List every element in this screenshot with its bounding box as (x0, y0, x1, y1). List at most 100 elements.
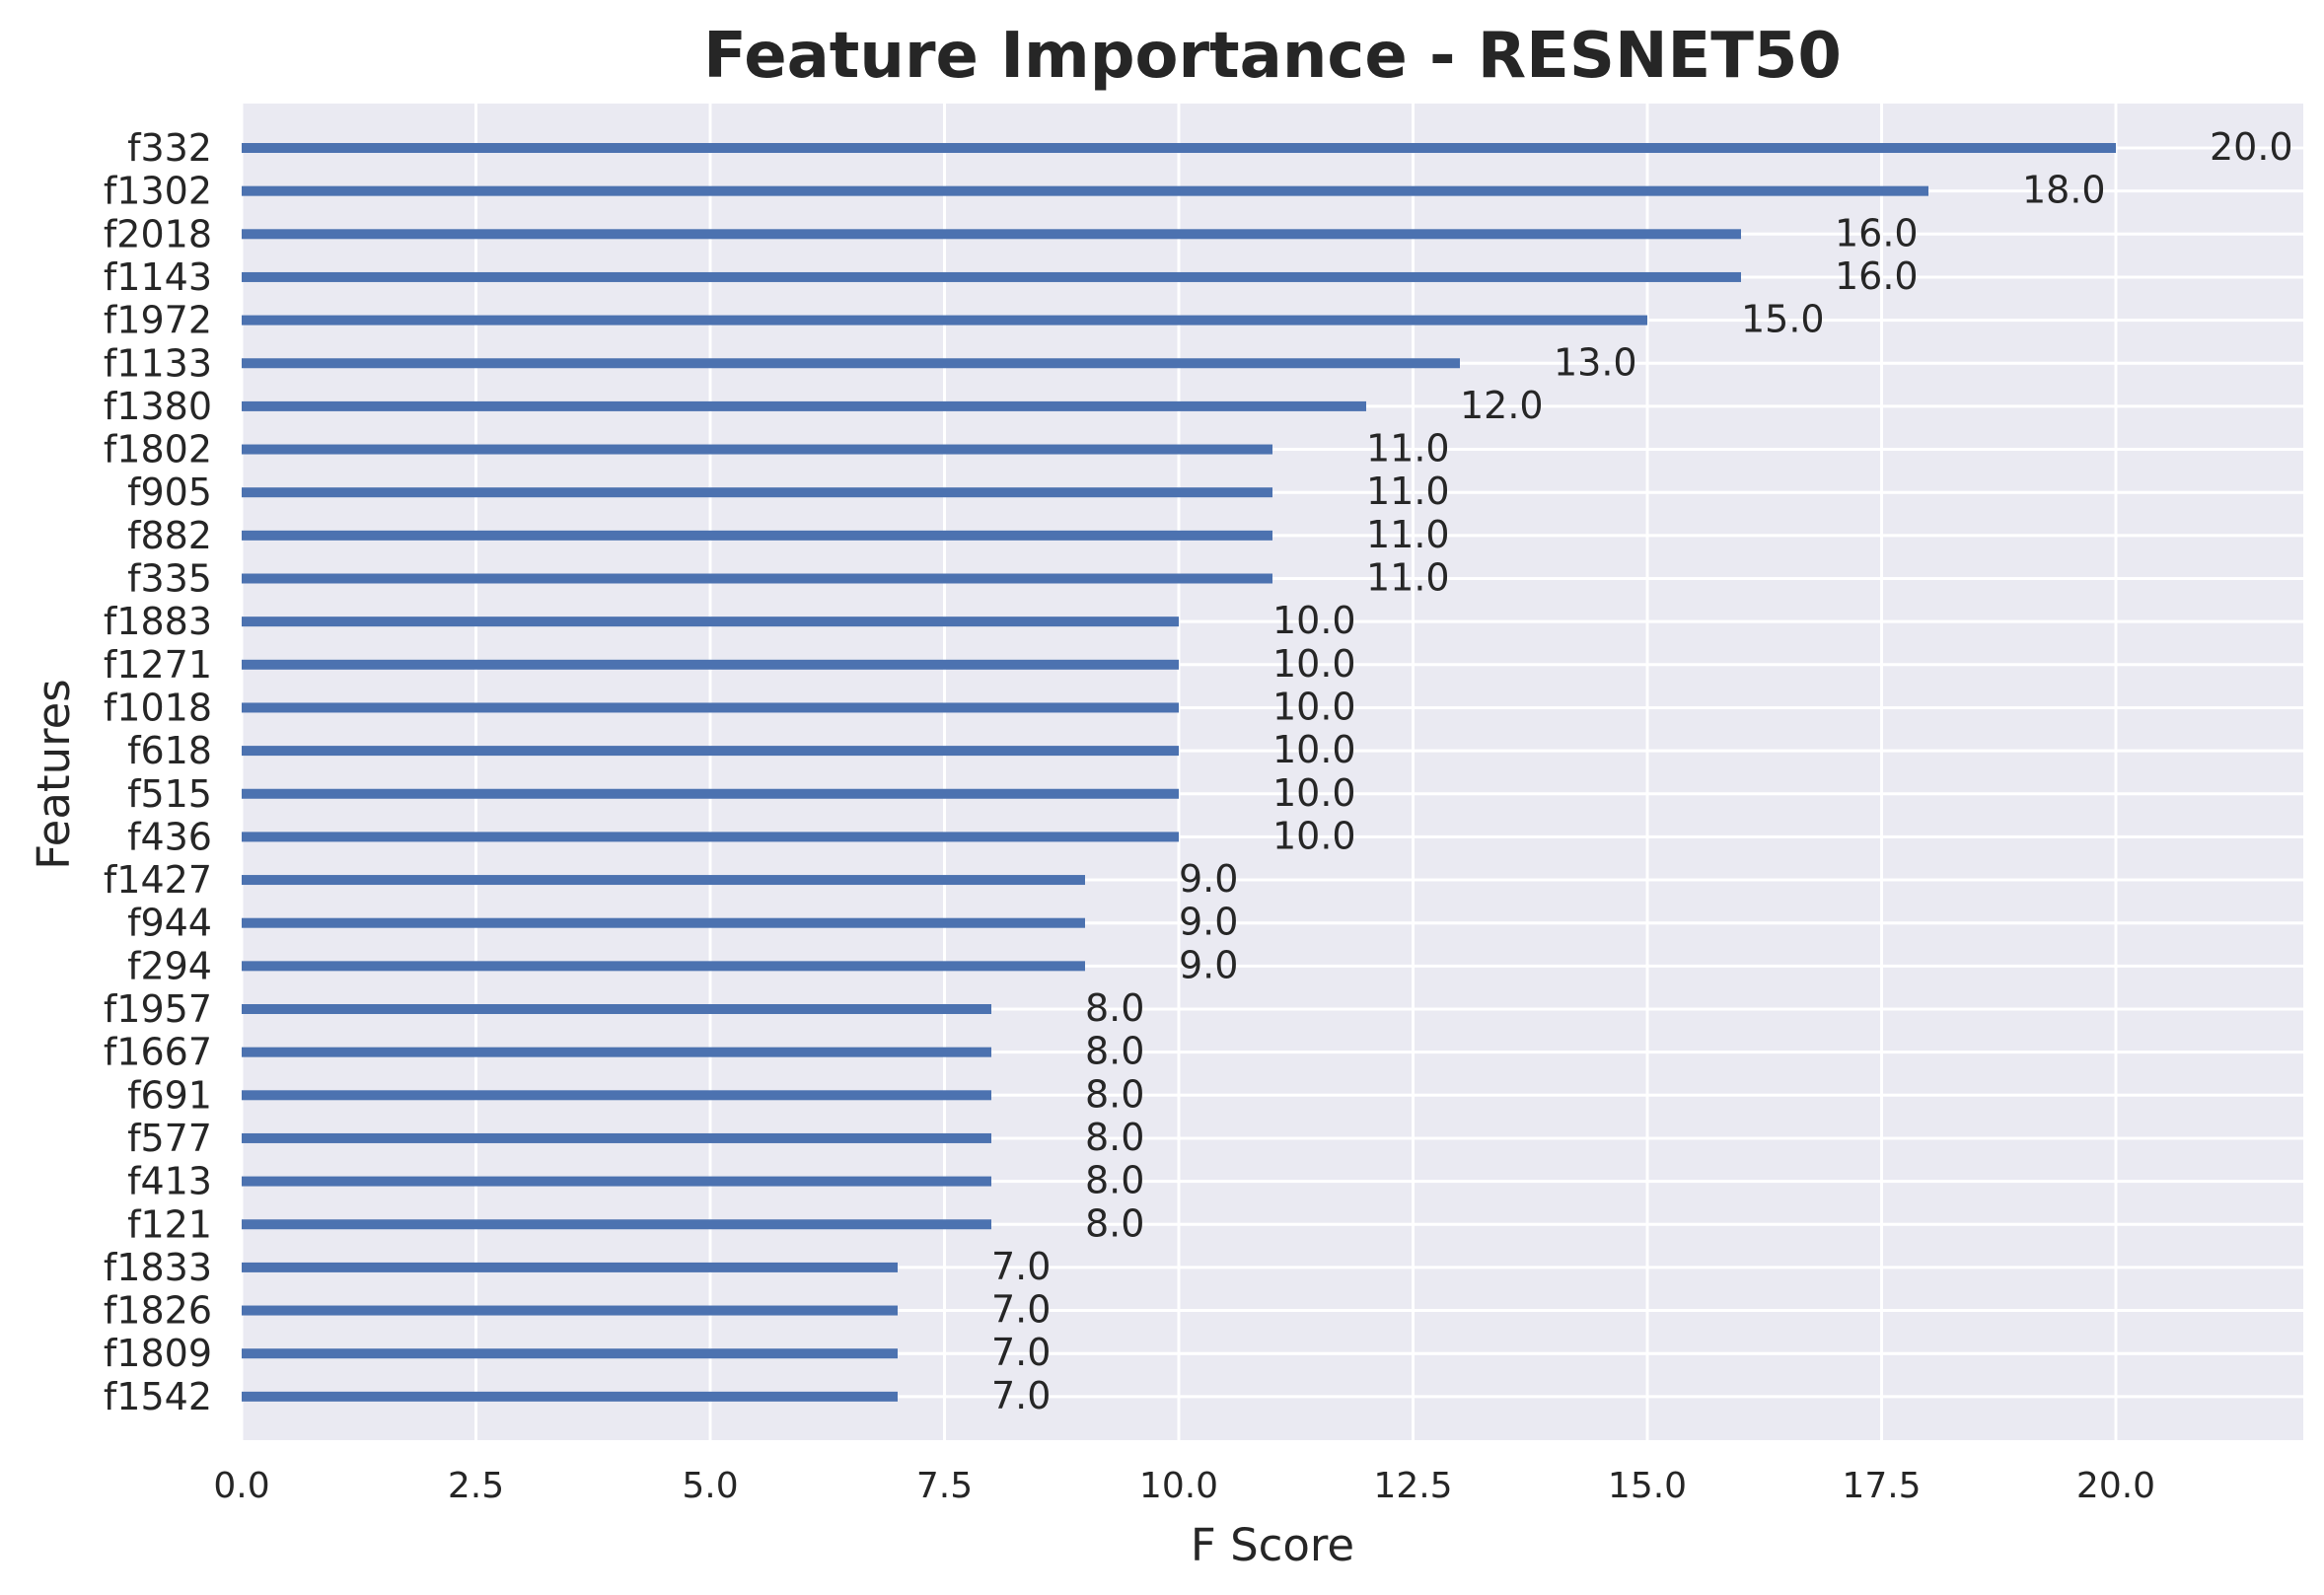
data-label-f1143: 16.0 (1835, 254, 1919, 298)
x-tick-label: 7.5 (916, 1466, 973, 1506)
category-label-f1271: f1271 (104, 643, 212, 687)
bar-f618 (242, 746, 1179, 757)
bar-f882 (242, 530, 1272, 541)
data-label-f1271: 10.0 (1272, 642, 1356, 686)
x-tick-label: 2.5 (448, 1466, 504, 1506)
x-tick-label: 15.0 (1608, 1466, 1687, 1506)
bar-f1018 (242, 702, 1179, 713)
bar-f1380 (242, 400, 1366, 411)
bar-f121 (242, 1219, 991, 1230)
data-label-f1957: 8.0 (1085, 986, 1144, 1030)
category-label-f1883: f1883 (104, 600, 212, 643)
category-label-f1667: f1667 (104, 1031, 212, 1074)
category-label-f1302: f1302 (104, 170, 212, 213)
data-label-f1826: 7.0 (991, 1288, 1051, 1332)
category-label-f1972: f1972 (104, 299, 212, 342)
category-label-f882: f882 (127, 514, 212, 557)
category-label-f515: f515 (127, 772, 212, 816)
bar-f1972 (242, 315, 1647, 326)
category-label-f1143: f1143 (104, 255, 212, 299)
data-label-f413: 8.0 (1085, 1159, 1144, 1202)
category-label-f1380: f1380 (104, 385, 212, 428)
bar-f577 (242, 1132, 991, 1143)
category-label-f905: f905 (127, 471, 212, 514)
bar-f1133 (242, 358, 1460, 369)
data-label-f1833: 7.0 (991, 1245, 1051, 1288)
data-label-f2018: 16.0 (1835, 211, 1919, 254)
data-label-f1018: 10.0 (1272, 685, 1356, 728)
category-label-f1542: f1542 (104, 1375, 212, 1418)
data-label-f1809: 7.0 (991, 1331, 1051, 1374)
data-label-f618: 10.0 (1272, 728, 1356, 771)
bar-f1667 (242, 1047, 991, 1057)
data-label-f1302: 18.0 (2022, 169, 2106, 212)
data-label-f335: 11.0 (1366, 556, 1450, 600)
bar-f332 (242, 143, 2116, 153)
data-label-f1427: 9.0 (1179, 857, 1238, 901)
category-label-f436: f436 (127, 815, 212, 858)
data-label-f1380: 12.0 (1460, 384, 1544, 427)
plot-background (242, 104, 2303, 1440)
bar-f1302 (242, 185, 1928, 196)
data-label-f905: 11.0 (1366, 470, 1450, 513)
category-labels: f332f1302f2018f1143f1972f1133f1380f1802f… (104, 126, 212, 1418)
category-label-f1833: f1833 (104, 1246, 212, 1289)
category-label-f691: f691 (127, 1073, 212, 1117)
bar-f1957 (242, 1004, 991, 1014)
category-label-f121: f121 (127, 1202, 212, 1246)
x-tick-label: 5.0 (682, 1466, 738, 1506)
category-label-f1826: f1826 (104, 1289, 212, 1333)
bar-f1542 (242, 1391, 898, 1402)
data-label-f332: 20.0 (2210, 125, 2293, 169)
x-tick-label: 0.0 (213, 1466, 269, 1506)
category-label-f944: f944 (127, 902, 212, 945)
data-label-f436: 10.0 (1272, 814, 1356, 857)
x-tick-label: 12.5 (1373, 1466, 1452, 1506)
bar-f436 (242, 832, 1179, 842)
data-labels: 20.018.016.016.015.013.012.011.011.011.0… (991, 125, 2293, 1417)
x-tick-labels: 0.0 2.5 5.0 7.5 10.0 12.5 15.0 17.5 20.0 (213, 1466, 2155, 1506)
category-label-f332: f332 (127, 126, 212, 170)
category-label-f1802: f1802 (104, 428, 212, 471)
bar-f294 (242, 961, 1085, 972)
category-label-f413: f413 (127, 1160, 212, 1203)
data-label-f1972: 15.0 (1741, 298, 1825, 341)
bar-f413 (242, 1176, 991, 1187)
x-axis-label: F Score (1191, 1519, 1354, 1571)
data-label-f1883: 10.0 (1272, 599, 1356, 642)
bar-f1802 (242, 444, 1272, 455)
data-label-f294: 9.0 (1179, 943, 1238, 986)
category-label-f577: f577 (127, 1117, 212, 1160)
data-label-f577: 8.0 (1085, 1116, 1144, 1159)
x-tick-label: 17.5 (1842, 1466, 1921, 1506)
category-label-f1133: f1133 (104, 341, 212, 385)
data-label-f1133: 13.0 (1554, 340, 1637, 384)
data-label-f121: 8.0 (1085, 1201, 1144, 1245)
category-label-f1809: f1809 (104, 1332, 212, 1375)
category-label-f1018: f1018 (104, 686, 212, 729)
bar-f335 (242, 573, 1272, 584)
bar-f1809 (242, 1348, 898, 1359)
category-label-f335: f335 (127, 557, 212, 601)
x-tick-label: 10.0 (1139, 1466, 1218, 1506)
data-label-f691: 8.0 (1085, 1072, 1144, 1116)
bar-f1271 (242, 659, 1179, 670)
chart-title: Feature Importance - RESNET50 (703, 20, 1842, 93)
category-label-f1957: f1957 (104, 987, 212, 1031)
data-label-f1667: 8.0 (1085, 1030, 1144, 1073)
bar-f515 (242, 788, 1179, 799)
data-label-f1802: 11.0 (1366, 427, 1450, 471)
data-label-f1542: 7.0 (991, 1374, 1051, 1417)
bar-f944 (242, 917, 1085, 928)
category-label-f1427: f1427 (104, 858, 212, 902)
data-label-f882: 11.0 (1366, 513, 1450, 556)
category-label-f294: f294 (127, 944, 212, 987)
bar-f905 (242, 487, 1272, 498)
bar-f1826 (242, 1305, 898, 1316)
data-label-f944: 9.0 (1179, 901, 1238, 944)
bar-f2018 (242, 229, 1741, 240)
y-axis-label: Features (28, 679, 80, 870)
bar-f691 (242, 1090, 991, 1101)
bar-f1833 (242, 1262, 898, 1272)
